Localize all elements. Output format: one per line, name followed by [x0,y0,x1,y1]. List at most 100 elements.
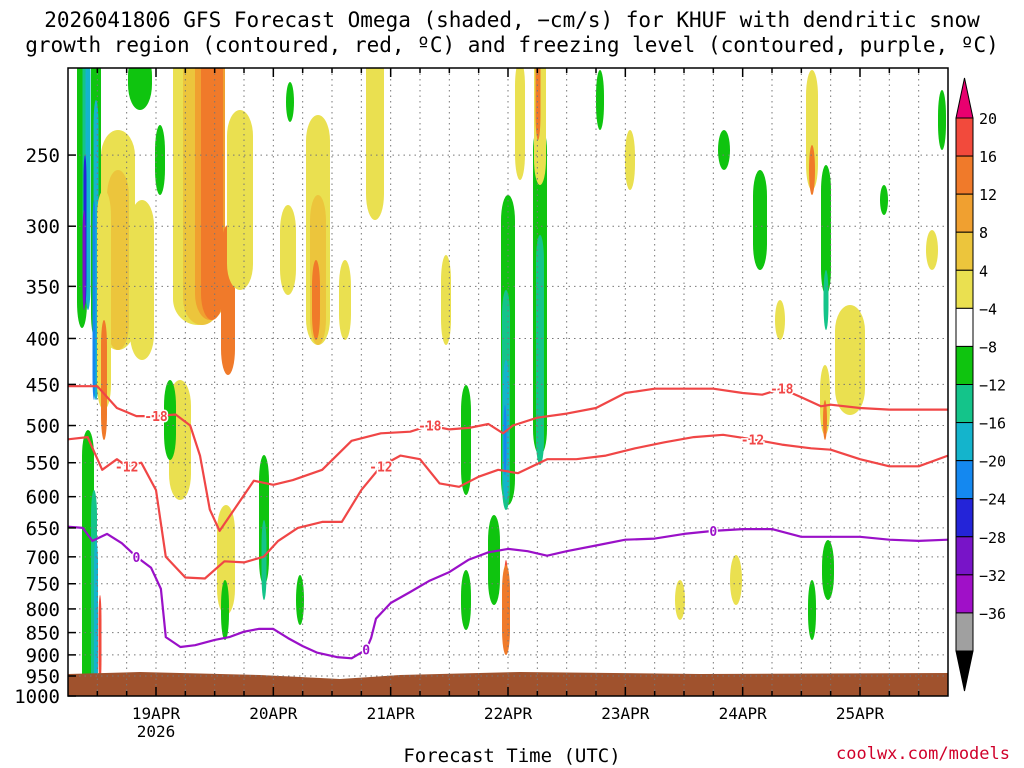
omega-cell-10 [312,260,320,340]
omega-cell-63 [822,540,834,600]
omega-cell-32 [155,125,165,195]
y-tick-label: 850 [26,623,60,645]
colorbar-swatch [955,269,974,309]
contour-label-0C: 0 [362,644,370,659]
colorbar-label: 20 [979,110,997,128]
y-tick-label: 650 [26,518,60,540]
contour-label-0C: 0 [709,525,717,540]
y-axis: 2503003504004505005506006507007508008509… [14,145,76,708]
y-tick-label: 1000 [14,686,60,708]
contour-label--18C: -18 [770,383,794,398]
colorbar-label: −4 [979,300,997,318]
contour-label-0C: 0 [133,551,141,566]
omega-cell-66 [880,185,888,215]
colorbar-swatch [955,155,974,195]
colorbar-swatch [955,231,974,271]
y-tick-label: 600 [26,487,60,509]
omega-cell-7 [130,200,154,360]
omega-cell-37 [221,580,229,640]
x-axis-label: Forecast Time (UTC) [403,745,621,767]
omega-cell-52 [515,68,525,180]
x-tick-label: 25APR [836,704,885,723]
colorbar-label: −16 [979,415,1006,433]
colorbar-label: −32 [979,567,1006,585]
omega-cell-64 [808,580,816,640]
colorbar-label: −12 [979,377,1006,395]
omega-cell-25 [97,190,111,410]
omega-cell-21 [82,210,86,310]
colorbar-label: 16 [979,148,997,166]
y-tick-label: 500 [26,416,60,438]
omega-cell-65 [938,90,946,150]
contour--12C [68,433,948,580]
omega-cell-69 [730,555,742,605]
omega-cell-34 [286,82,294,122]
colorbar-swatch [955,345,974,385]
credit-link[interactable]: coolwx.com/models [836,744,1010,764]
y-tick-label: 550 [26,453,60,475]
omega-cell-53 [596,70,604,130]
omega-cell-13 [366,68,384,220]
contour-layer: -18 -18 -18 -12 -12 -12 0 0 0 [68,381,948,660]
colorbar-bottom-arrow [955,650,974,692]
colorbar-swatch [955,307,974,347]
colorbar-label: −24 [979,491,1006,509]
colorbar-label: 4 [979,262,988,280]
omega-cell-24 [92,200,96,400]
omega-cell-55 [753,170,767,270]
contour-label--12C: -12 [741,433,764,448]
chart-title-line-2: growth region (contoured, red, ºC) and f… [25,33,999,57]
y-tick-label: 800 [26,599,60,621]
omega-cell-54 [718,130,730,170]
omega-cell-49 [536,235,544,465]
x-tick-label: 22APR [484,704,533,723]
contour-label--12C: -12 [369,460,392,475]
y-tick-label: 950 [26,666,60,688]
colorbar-swatch [955,574,974,614]
omega-cell-60 [835,305,865,415]
x-tick-label: 19APR [132,704,181,723]
omega-cell-11 [280,205,296,295]
colorbar-swatch [955,612,974,652]
x-tick-label: 23APR [601,704,650,723]
colorbar-swatch [955,422,974,462]
omega-shading [77,68,946,696]
x-tick-label: 20APR [249,704,298,723]
omega-cell-62 [823,400,827,440]
omega-cell-14 [227,110,253,290]
y-tick-label: 400 [26,328,60,350]
omega-cell-72 [775,300,785,340]
omega-cell-40 [461,570,471,630]
omega-cell-26 [101,320,107,440]
omega-cell-39 [461,385,471,495]
omega-cell-51 [535,68,541,140]
colorbar-swatch [955,384,974,424]
colorbar-swatch [955,460,974,500]
colorbar-swatch [955,117,974,157]
x-tick-label: 24APR [719,704,768,723]
omega-cell-58 [806,70,818,190]
colorbar-swatch [955,498,974,538]
colorbar-label: −36 [979,605,1006,623]
y-tick-label: 700 [26,547,60,569]
omega-cell-68 [675,580,685,620]
contour-label--18C: -18 [418,420,442,435]
y-tick-label: 250 [26,145,60,167]
omega-cell-3 [201,68,223,320]
colorbar-top-arrow [955,77,974,119]
colorbar-label: −20 [979,453,1006,471]
omega-cell-31 [128,68,152,110]
omega-cell-33 [164,380,176,460]
colorbar: 20 16 12 8 4 −4 −8 −12 −16 −20 −24 −28 −32 −36 [955,77,1006,692]
omega-cell-41 [488,515,500,605]
y-tick-label: 450 [26,374,60,396]
contour-0C [68,525,948,660]
colorbar-label: 8 [979,224,988,242]
chart-title-line-1: 2026041806 GFS Forecast Omega (shaded, −… [44,8,980,32]
omega-cell-56 [821,165,831,295]
contour-label--18C: -18 [144,410,168,425]
omega-cell-38 [296,575,304,625]
omega-cell-30 [98,595,102,685]
